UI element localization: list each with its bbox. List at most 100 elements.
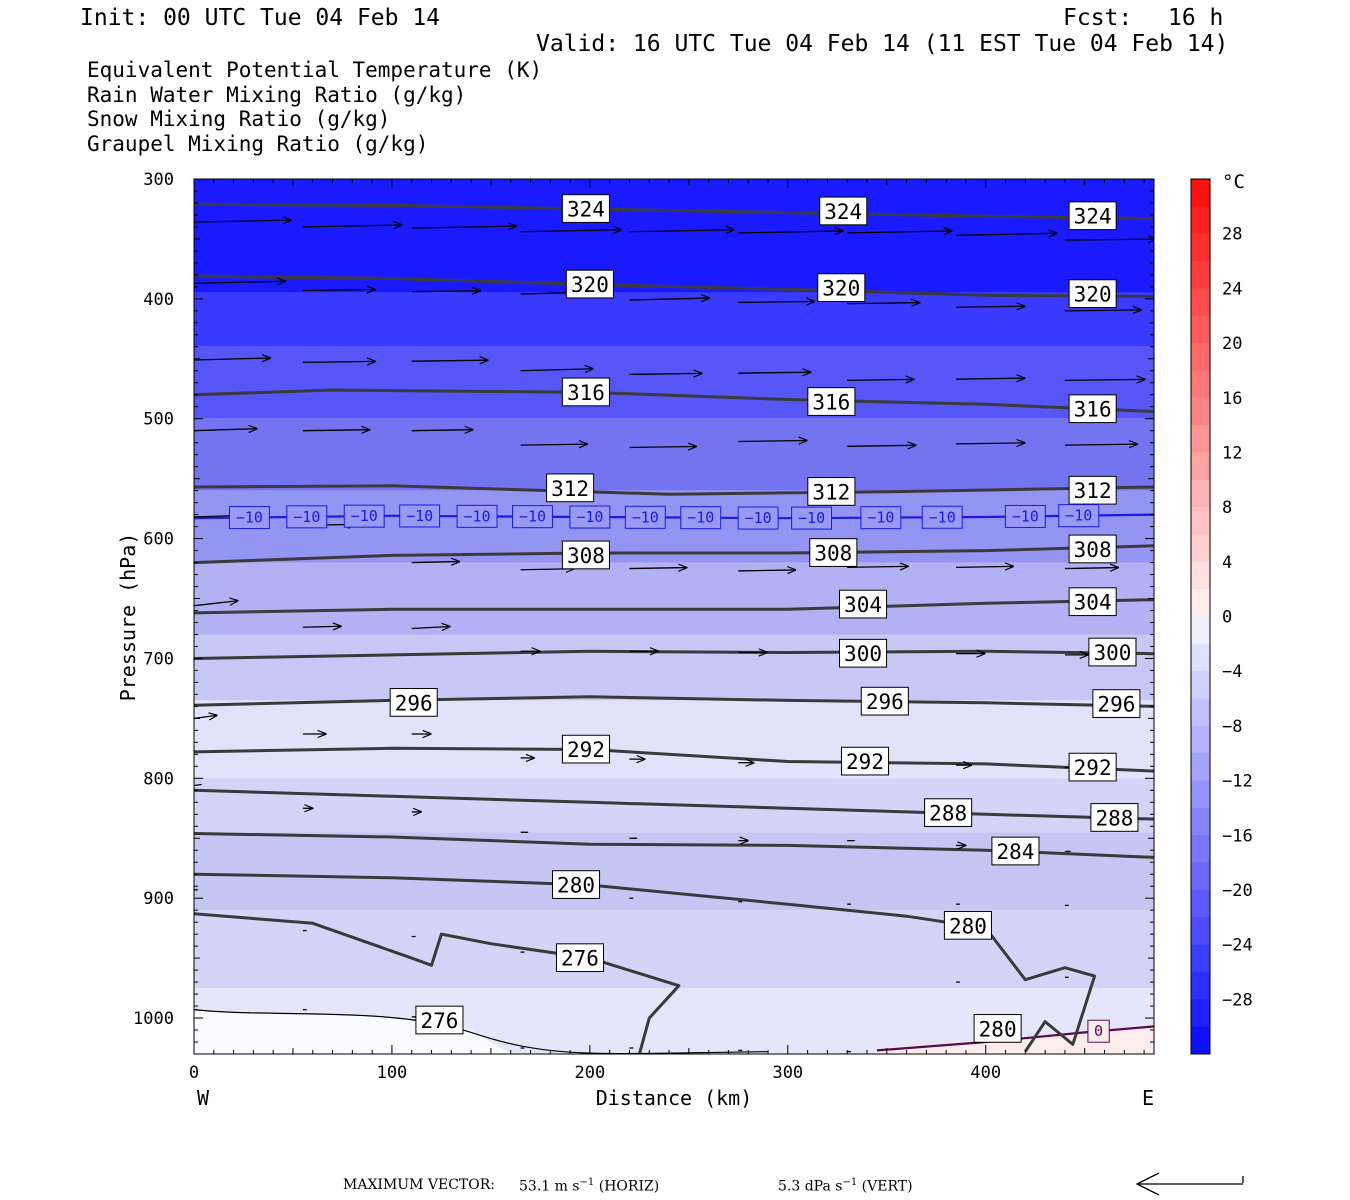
theta-e-label-284-text: 284	[996, 840, 1034, 864]
wind-vector	[411, 562, 460, 563]
theta-e-label-312-box	[546, 473, 595, 503]
x-tick-label: 200	[575, 1063, 606, 1083]
isotherm-label-box	[512, 505, 553, 529]
colorbar-segment	[1191, 643, 1210, 672]
wind-vector	[1064, 239, 1154, 240]
colorbar-segment	[1191, 917, 1210, 946]
theta-e-label-320: 320	[817, 273, 866, 303]
colorbar-segment	[1191, 261, 1210, 289]
colorbar-segment	[1191, 315, 1210, 344]
wind-vector	[194, 429, 257, 431]
theta-e-label-320-box	[817, 273, 866, 303]
contour-label-layer: 324 324 324 320 320 320 316 316 316 312 312 312 308 3…	[228, 194, 1141, 1043]
theta-e-contour-292	[194, 746, 1154, 773]
wind-vector	[1064, 444, 1137, 445]
wind-vector	[411, 291, 480, 292]
init-time: Init: 00 UTC Tue 04 Feb 14	[80, 5, 441, 31]
temp-band-3	[194, 418, 1154, 491]
theta-e-label-304: 304	[1068, 587, 1117, 617]
wind-vector	[629, 446, 696, 447]
colorbar-segment	[1191, 1026, 1210, 1055]
vert-unit: (VERT)	[861, 1178, 913, 1195]
theta-e-label-316: 316	[807, 387, 856, 416]
wind-vector	[302, 225, 402, 227]
y-axis-title: Pressure (hPa)	[116, 533, 140, 702]
theta-e-label-296-box	[1092, 689, 1141, 718]
isotherm-label-−10: −10	[286, 505, 328, 529]
theta-e-label-300: 300	[1088, 637, 1137, 667]
wind-vector-layer	[194, 220, 1154, 1053]
colorbar: 28 24 20 16 12 8 4 0 −4 −8 −12 −16 −20 −24 −28	[1190, 178, 1253, 1055]
theta-e-label-292-box	[561, 734, 610, 764]
isotherm-label-text: −10	[576, 508, 603, 526]
theta-e-label-304-text: 304	[844, 593, 882, 617]
theta-e-label-324: 324	[1068, 201, 1117, 231]
colorbar-segment	[1191, 698, 1210, 727]
theta-e-layer	[194, 202, 1154, 1054]
theta-e-label-324-text: 324	[1074, 205, 1112, 229]
theta-e-label-280-text: 280	[979, 1017, 1017, 1041]
isotherm-label-box	[737, 506, 779, 530]
wind-vector	[194, 783, 202, 787]
wind-vector	[411, 626, 450, 628]
colorbar-segment	[1191, 507, 1210, 535]
theta-e-contour-320	[194, 274, 1154, 298]
theta-e-label-292-box	[840, 746, 890, 776]
theta-e-label-288-box	[924, 798, 973, 828]
y-tick-label: 400	[143, 290, 174, 310]
wind-vector	[738, 570, 795, 571]
colorbar-segment	[1191, 671, 1210, 700]
colorbar-segment	[1191, 534, 1210, 563]
colorbar-segment	[1191, 835, 1210, 864]
y-tick-label: 500	[143, 410, 174, 430]
theta-e-label-280-box	[551, 870, 601, 899]
colorbar-label: 12	[1222, 443, 1242, 463]
temp-band-10	[194, 910, 1154, 989]
theta-e-label-312-text: 312	[551, 477, 589, 501]
colorbar-segment	[1191, 807, 1210, 836]
colorbar-segment	[1191, 425, 1210, 453]
theta-e-contour-300	[194, 649, 1154, 660]
field-theta-e: Equivalent Potential Temperature (K)	[87, 58, 543, 82]
theta-e-label-312: 312	[807, 477, 856, 506]
wind-vector	[411, 226, 516, 228]
theta-e-contour-276	[194, 912, 681, 1054]
isotherm-label-box	[569, 505, 611, 529]
isotherm-label-−10: −10	[512, 505, 553, 529]
wind-vector	[302, 289, 375, 290]
theta-e-label-280: 280	[551, 870, 601, 899]
tick-layer	[193, 178, 1154, 1055]
x-axis-title: Distance (km)	[596, 1086, 753, 1110]
isotherm-label-box	[343, 504, 385, 528]
wind-vector	[194, 358, 270, 360]
theta-e-label-296-text: 296	[866, 690, 904, 714]
wind-vector	[411, 360, 488, 361]
vert-value: 5.3 dPa s	[778, 1178, 843, 1195]
theta-e-label-276-box	[415, 1005, 464, 1035]
colorbar-label: −4	[1222, 662, 1242, 682]
isotherm-label-−10: −10	[456, 504, 498, 528]
theta-e-label-292-box	[1068, 752, 1117, 782]
theta-e-label-280: 280	[943, 910, 992, 940]
theta-e-label-324-text: 324	[824, 200, 862, 224]
isotherm-label-box	[456, 504, 498, 528]
wind-vector	[956, 566, 1013, 567]
theta-e-label-324-box	[561, 194, 610, 223]
colorbar-label: 28	[1222, 225, 1242, 245]
forecast-hour: 16 h	[1168, 5, 1224, 31]
y-tick-label: 800	[143, 769, 174, 789]
theta-e-label-308: 308	[561, 540, 610, 570]
theta-e-contour-304	[194, 598, 1154, 615]
wind-vector	[411, 430, 473, 431]
isotherm-label-0: 0	[1087, 1019, 1110, 1043]
colorbar-segment	[1191, 889, 1210, 918]
theta-e-label-296-box	[389, 688, 438, 717]
wind-vector	[302, 361, 375, 362]
theta-e-label-312-text: 312	[1074, 479, 1112, 503]
theta-e-label-324-text: 324	[567, 198, 605, 222]
isotherm-label-text: −10	[929, 508, 956, 526]
wind-vector	[738, 372, 810, 373]
colorbar-segment	[1191, 179, 1210, 207]
wind-vector	[1064, 310, 1141, 311]
